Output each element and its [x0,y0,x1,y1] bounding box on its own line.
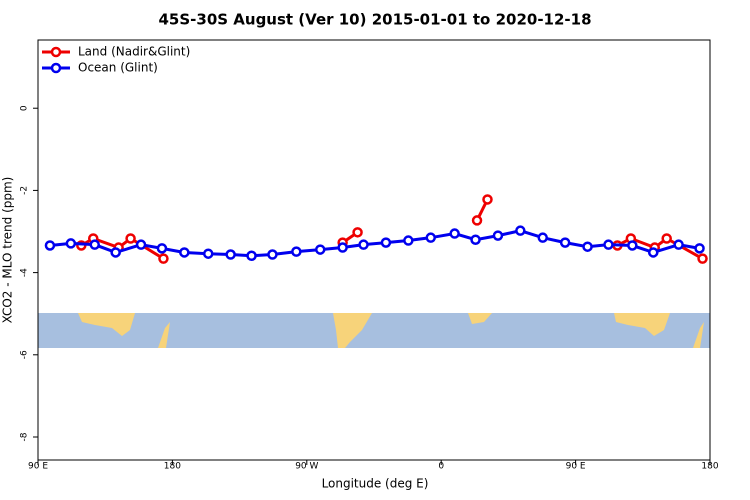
point [425,232,436,243]
point [470,234,481,245]
x-tick-label: 0 [438,462,444,472]
point [471,215,483,226]
point [110,247,121,258]
legend-label: Ocean (Glint) [78,61,158,75]
point [314,244,326,255]
point [65,238,77,249]
point [337,242,348,253]
point [352,227,363,238]
continents [78,313,704,348]
point [380,237,392,248]
point [44,240,56,251]
point [125,233,136,244]
legend-label: Land (Nadir&Glint) [78,45,190,59]
point [246,250,257,262]
point [179,247,190,258]
point [697,253,708,264]
legend-marker [50,46,62,58]
y-tick-label: -6 [20,350,30,359]
point [225,249,236,260]
point [515,225,526,236]
map-band [38,313,710,348]
y-tick-label: -2 [20,186,30,195]
y-tick-label: 0 [20,105,30,111]
point [449,228,460,239]
point [482,194,493,205]
point [156,243,168,254]
point [291,246,302,257]
point [135,239,147,250]
point [158,253,169,264]
x-tick-label: 90 W [295,462,318,472]
point [202,248,214,259]
point [559,237,571,248]
point [492,230,504,241]
point [661,233,672,244]
chart-title: 45S-30S August (Ver 10) 2015-01-01 to 20… [158,11,591,29]
point [89,239,100,250]
point [267,249,278,260]
y-axis-label: XCO2 - MLO trend (ppm) [1,177,15,324]
point [648,247,659,258]
legend-marker [50,62,62,74]
point [537,232,548,243]
x-tick-label: 180 [701,462,718,472]
x-tick-label: 90 E [28,462,48,472]
point [603,239,614,250]
point [627,240,638,251]
y-tick-label: -4 [20,268,30,277]
x-axis-label: Longitude (deg E) [322,477,429,491]
x-tick-label: 90 E [566,462,586,472]
point [403,235,414,246]
x-tick-label: 180 [164,462,181,472]
point [694,243,705,254]
point [358,239,369,250]
plot-frame [37,39,711,461]
y-tick-label: -8 [20,432,30,441]
series-line [49,229,700,258]
point [582,241,593,252]
point [673,239,684,250]
